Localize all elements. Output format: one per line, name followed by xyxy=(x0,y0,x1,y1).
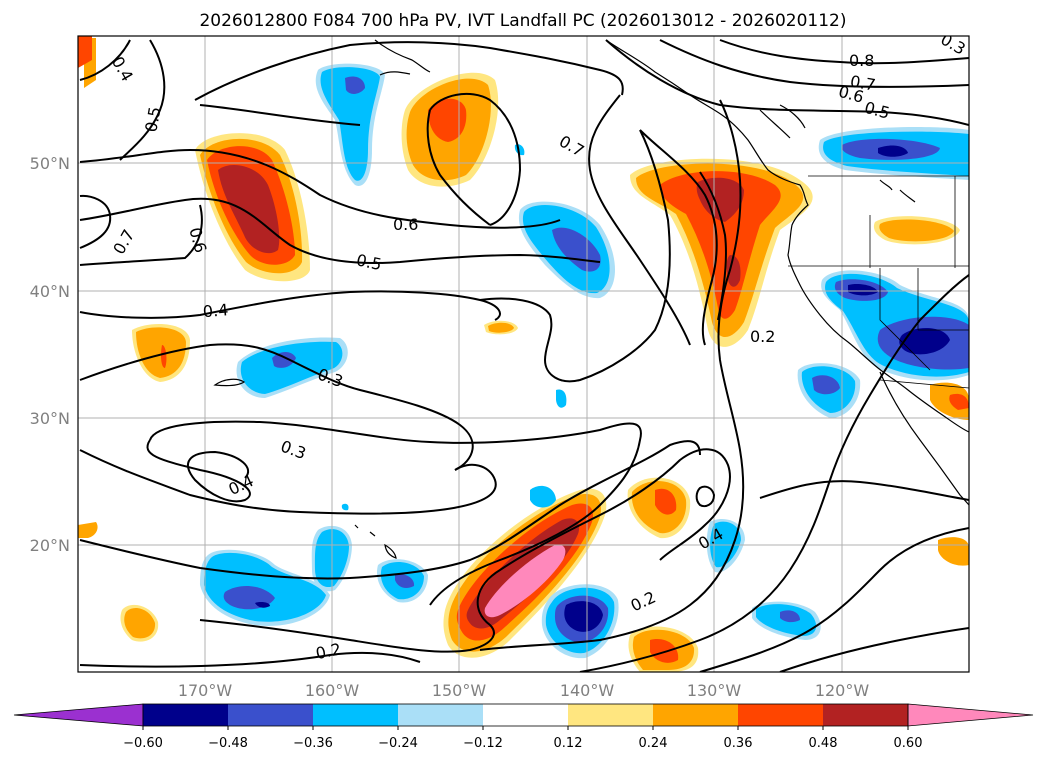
colorbar-tick-label: 0.36 xyxy=(724,736,753,751)
negative-anomaly-fills xyxy=(200,63,969,659)
colorbar-tick-label: −0.24 xyxy=(378,736,418,751)
colorbar-tick-label: −0.12 xyxy=(463,736,503,751)
colorbar-extend-high xyxy=(907,703,1034,727)
lat-tick-label: 30°N xyxy=(30,409,70,428)
pv-contours xyxy=(79,39,969,672)
contour-label: 0.5 xyxy=(141,105,164,133)
colorbar-segment xyxy=(143,704,228,726)
colorbar-tick-label: 0.48 xyxy=(809,736,838,751)
contour-label: 0.2 xyxy=(750,327,775,346)
colorbar-tick-label: −0.60 xyxy=(123,736,163,751)
colorbar-segment xyxy=(398,704,483,726)
colorbar-segment xyxy=(228,704,313,726)
political-borders xyxy=(788,175,969,389)
longitude-labels: 170°W 160°W 150°W 140°W 130°W 120°W xyxy=(178,681,870,700)
coastlines xyxy=(213,39,969,559)
colorbar-segment xyxy=(313,704,398,726)
lat-tick-label: 20°N xyxy=(30,536,70,555)
lon-tick-label: 150°W xyxy=(432,681,487,700)
map-frame xyxy=(77,35,970,673)
colorbar-segment xyxy=(483,704,568,726)
colorbar-segment xyxy=(568,704,653,726)
contour-label: 0.6 xyxy=(393,215,418,234)
colorbar-tick-label: −0.48 xyxy=(208,736,248,751)
colorbar-segment xyxy=(738,704,823,726)
contour-label: 0.2 xyxy=(314,639,343,663)
colorbar-tick-label: −0.36 xyxy=(293,736,333,751)
colorbar-outline xyxy=(142,703,909,727)
colorbar-tick-label: 0.60 xyxy=(894,736,923,751)
graticule xyxy=(78,36,969,672)
colorbar-tick-label: 0.24 xyxy=(639,736,668,751)
lat-tick-label: 50°N xyxy=(30,154,70,173)
lon-tick-label: 120°W xyxy=(815,681,870,700)
lat-tick-label: 40°N xyxy=(30,282,70,301)
latitude-labels: 20°N 30°N 40°N 50°N xyxy=(30,154,70,555)
colorbar-segment xyxy=(653,704,738,726)
lon-tick-label: 170°W xyxy=(178,681,233,700)
contour-label: 0.7 xyxy=(849,72,877,95)
lon-tick-label: 160°W xyxy=(305,681,360,700)
contour-label: 0.5 xyxy=(355,250,384,274)
colorbar-segment xyxy=(823,704,908,726)
map-content: 0.4 0.5 0.7 0.6 0.6 0.5 0.7 0.8 0.7 0.6 … xyxy=(78,36,969,672)
contour-label: 0.4 xyxy=(202,300,229,321)
contour-label: 0.8 xyxy=(849,51,874,70)
lon-tick-label: 130°W xyxy=(687,681,742,700)
positive-anomaly-fills xyxy=(78,36,969,672)
colorbar-tick-label: 0.12 xyxy=(554,736,583,751)
lon-tick-label: 140°W xyxy=(560,681,615,700)
colorbar: −0.60 −0.48 −0.36 −0.24 −0.12 0.12 0.24 0.36 0.4… xyxy=(13,703,1034,751)
figure-title: 2026012800 F084 700 hPa PV, IVT Landfall… xyxy=(199,11,846,31)
colorbar-extend-low xyxy=(13,703,144,727)
